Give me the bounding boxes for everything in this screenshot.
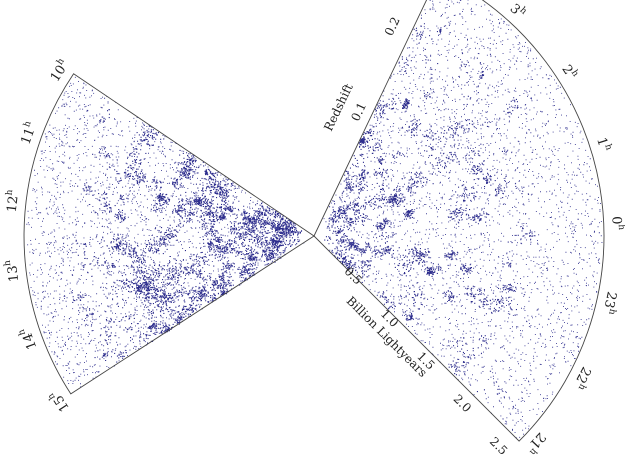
right-wedge-outline <box>313 0 605 442</box>
ra-label-right-23h: 23h <box>600 290 622 316</box>
axis-labels: 10h11h12h13h14h15h4h3h2h1h0h23h22h21h0.1… <box>2 0 625 458</box>
distance-tick-2.5: 2.5 <box>487 434 510 457</box>
ra-label-right-0h: 0h <box>609 216 625 231</box>
ra-label-left-10h: 10h <box>46 56 73 84</box>
ra-label-left-12h: 12h <box>2 189 21 213</box>
redshift-tick-0.2: 0.2 <box>382 15 403 38</box>
ra-label-right-1h: 1h <box>594 135 615 154</box>
left-wedge-points <box>26 76 305 388</box>
ra-label-left-15h: 15h <box>46 387 73 415</box>
ra-label-right-2h: 2h <box>559 61 581 82</box>
distance-tick-2.0: 2.0 <box>451 392 474 415</box>
ra-label-left-13h: 13h <box>2 259 21 283</box>
ra-label-right-3h: 3h <box>507 0 529 22</box>
redshift-tick-0.1: 0.1 <box>348 100 369 123</box>
ra-label-left-14h: 14h <box>16 325 40 352</box>
redshift-axis-title: Redshift <box>321 81 356 133</box>
ra-label-left-11h: 11h <box>16 119 40 146</box>
left-wedge-outline <box>23 73 315 395</box>
galaxy-points <box>26 0 603 439</box>
right-wedge-points <box>323 0 603 439</box>
ra-label-right-22h: 22h <box>570 364 596 392</box>
wedge-outlines <box>23 0 605 442</box>
